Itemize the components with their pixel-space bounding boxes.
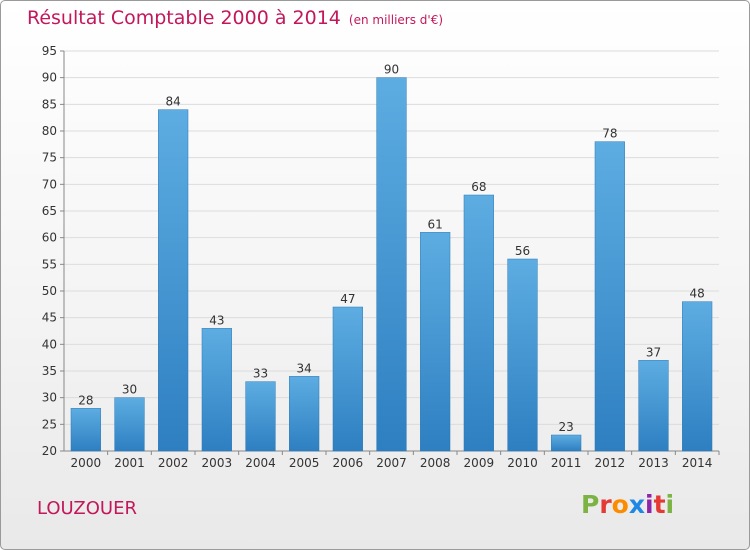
x-tick-label: 2007 <box>376 456 407 470</box>
bar <box>245 381 276 452</box>
bar <box>682 301 713 452</box>
logo-letter: t <box>653 490 666 519</box>
data-label: 28 <box>78 393 93 407</box>
y-tick-label: 50 <box>42 284 57 298</box>
x-tick-label: 2002 <box>158 456 189 470</box>
y-tick-label: 25 <box>42 417 57 431</box>
logo-letter: P <box>581 490 600 519</box>
data-label: 68 <box>471 180 486 194</box>
y-tick-label: 55 <box>42 257 57 271</box>
town-name: LOUZOUER <box>37 498 137 519</box>
logo-letter: r <box>599 490 612 519</box>
data-label: 90 <box>384 63 399 77</box>
bar <box>551 434 582 452</box>
logo-letter: i <box>645 490 654 519</box>
y-tick-label: 75 <box>42 151 57 165</box>
bar <box>638 360 669 452</box>
x-tick-label: 2001 <box>114 456 145 470</box>
data-label: 48 <box>690 287 705 301</box>
logo-letter: o <box>611 490 629 519</box>
x-tick-label: 2006 <box>333 456 364 470</box>
y-tick-label: 80 <box>42 124 57 138</box>
x-tick-label: 2000 <box>71 456 102 470</box>
logo-letter: x <box>628 490 645 519</box>
y-tick-label: 85 <box>42 97 57 111</box>
y-tick-label: 65 <box>42 204 57 218</box>
bar <box>507 258 538 452</box>
bar <box>114 397 145 452</box>
y-tick-label: 60 <box>42 231 57 245</box>
x-tick-label: 2013 <box>638 456 669 470</box>
y-tick-label: 90 <box>42 71 57 85</box>
y-tick-label: 40 <box>42 337 57 351</box>
x-tick-label: 2008 <box>420 456 451 470</box>
data-label: 34 <box>297 361 312 375</box>
y-tick-label: 95 <box>42 44 57 58</box>
y-tick-label: 30 <box>42 391 57 405</box>
bar <box>463 194 494 452</box>
chart-title: Résultat Comptable 2000 à 2014 (en millie… <box>27 7 443 29</box>
bar <box>201 328 232 452</box>
bar <box>376 77 407 452</box>
chart-title-text: Résultat Comptable 2000 à 2014 <box>27 7 341 29</box>
data-label: 43 <box>209 313 224 327</box>
y-tick-label: 20 <box>42 444 57 458</box>
y-tick-label: 45 <box>42 311 57 325</box>
x-tick-label: 2014 <box>682 456 713 470</box>
chart-subtitle: (en milliers d'€) <box>348 13 444 27</box>
bar <box>158 109 189 452</box>
x-tick-label: 2010 <box>507 456 538 470</box>
proxiti-logo: Proxiti <box>581 490 674 519</box>
x-tick-label: 2011 <box>551 456 582 470</box>
x-tick-label: 2004 <box>245 456 276 470</box>
data-label: 37 <box>646 345 661 359</box>
x-tick-label: 2005 <box>289 456 320 470</box>
data-label: 61 <box>428 217 443 231</box>
data-label: 30 <box>122 383 137 397</box>
bar <box>594 141 625 452</box>
logo-letter: i <box>665 490 675 519</box>
y-tick-label: 70 <box>42 177 57 191</box>
data-label: 33 <box>253 367 268 381</box>
x-tick-label: 2012 <box>595 456 626 470</box>
data-label: 84 <box>166 95 181 109</box>
bar <box>332 306 363 452</box>
x-tick-label: 2003 <box>202 456 233 470</box>
y-tick-label: 35 <box>42 364 57 378</box>
data-label: 47 <box>340 292 355 306</box>
bar <box>420 232 451 452</box>
bar <box>70 408 101 452</box>
data-label: 78 <box>602 127 617 141</box>
x-tick-label: 2009 <box>464 456 495 470</box>
data-label: 56 <box>515 244 530 258</box>
data-label: 23 <box>559 420 574 434</box>
bar <box>289 376 320 452</box>
